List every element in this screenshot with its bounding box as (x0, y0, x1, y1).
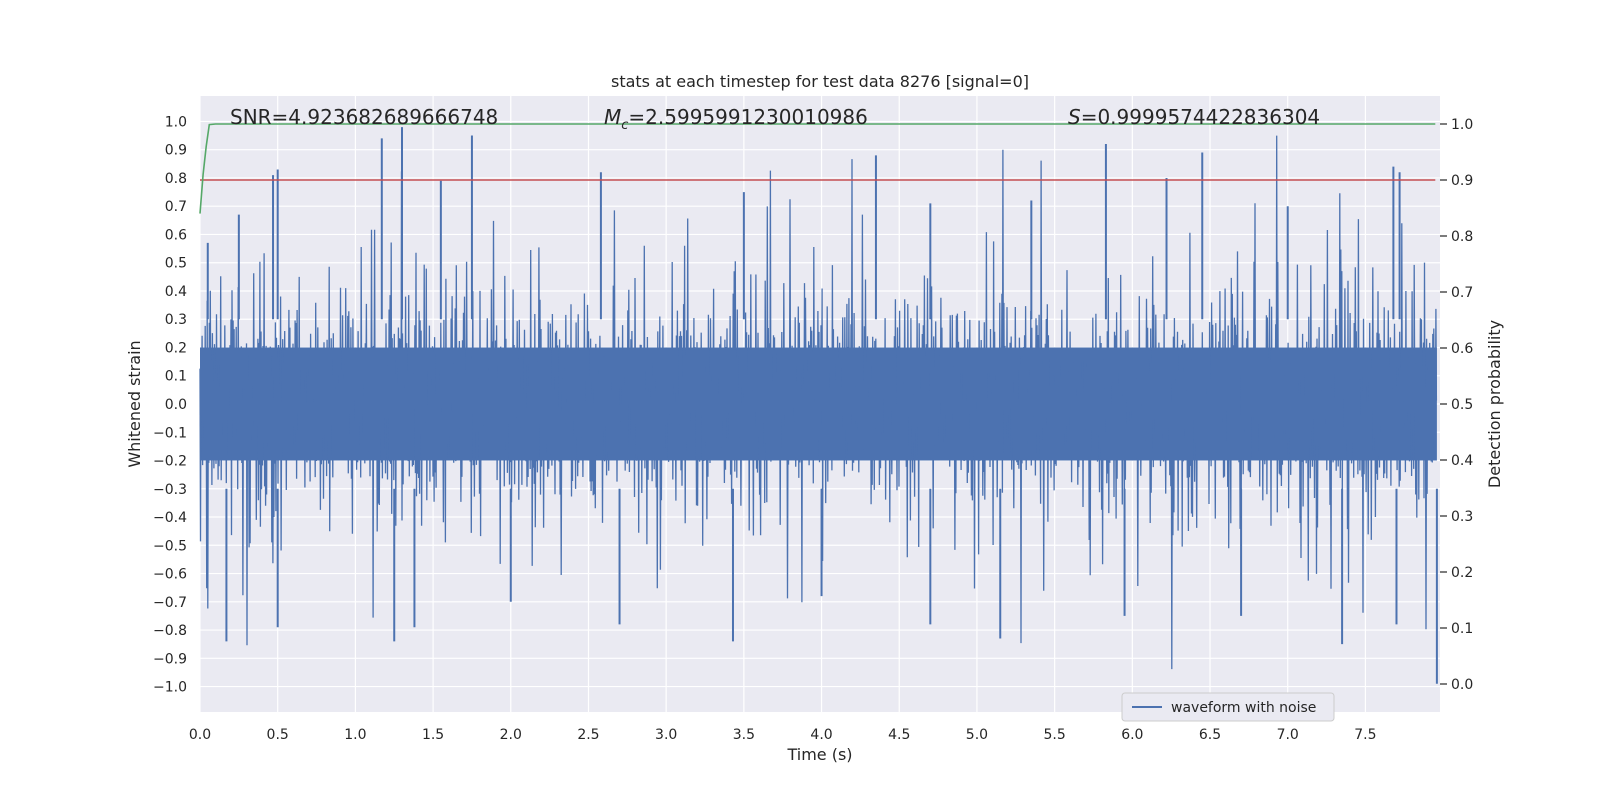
y-tick-label: 0.7 (165, 199, 187, 215)
x-tick-label: 4.5 (888, 727, 910, 743)
x-tick-label: 3.0 (655, 727, 677, 743)
y-tick-label: 0.1 (165, 369, 187, 385)
y-tick-label: 0.2 (165, 340, 187, 356)
x-tick-label: 5.0 (966, 727, 988, 743)
x-tick-label: 5.5 (1044, 727, 1066, 743)
score-annotation: S=0.9999574422836304 (1068, 105, 1320, 129)
y-tick-label: −1.0 (153, 680, 187, 696)
x-tick-label: 0.5 (267, 727, 289, 743)
x-tick-label: 7.0 (1277, 727, 1299, 743)
y-tick-label: 0.3 (165, 312, 187, 328)
y-axis-label: Whitened strain (125, 340, 144, 467)
y2-axis-ticks: 1.0 0.9 0.8 0.7 0.6 0.5 0.4 0.3 0.2 0.1 0.0 (1440, 117, 1473, 693)
y-tick-label: −0.6 (153, 567, 187, 583)
y-axis-ticks: 1.0 0.9 0.8 0.7 0.6 0.5 0.4 0.3 0.2 0.1 0.0 −0.1 −0.… (153, 114, 187, 695)
waveform-series (199, 127, 1438, 684)
x-tick-label: 7.5 (1354, 727, 1376, 743)
waveform-line (199, 135, 1438, 670)
y2-tick-label: 0.0 (1451, 677, 1473, 693)
chirp-mass-value: =2.5995991230010986 (628, 105, 867, 129)
y-tick-label: 0.9 (165, 143, 187, 159)
chirp-mass-symbol: M (604, 105, 621, 129)
legend-label: waveform with noise (1171, 700, 1316, 716)
y-tick-label: 1.0 (165, 114, 187, 130)
x-tick-label: 4.0 (810, 727, 832, 743)
y2-tick-label: 0.7 (1451, 285, 1473, 301)
y2-tick-label: 0.1 (1451, 621, 1473, 637)
y-tick-label: −0.2 (153, 454, 187, 470)
x-tick-label: 6.0 (1121, 727, 1143, 743)
y-tick-label: −0.1 (153, 425, 187, 441)
y-tick-label: 0.4 (165, 284, 187, 300)
y-tick-label: 0.0 (165, 397, 187, 413)
legend-box (1121, 692, 1335, 722)
x-tick-label: 0.0 (189, 727, 211, 743)
y-tick-label: −0.7 (153, 595, 187, 611)
y-tick-label: −0.4 (153, 510, 187, 526)
snr-annotation: SNR=4.923682689666748 (230, 105, 498, 129)
x-tick-label: 3.5 (733, 727, 755, 743)
y-tick-label: −0.5 (153, 538, 187, 554)
x-tick-label: 2.0 (500, 727, 522, 743)
x-tick-label: 1.0 (344, 727, 366, 743)
y-tick-label: 0.6 (165, 227, 187, 243)
x-tick-label: 6.5 (1199, 727, 1221, 743)
chirp-mass-annotation: Mc=2.5995991230010986 (604, 105, 868, 133)
y2-tick-label: 0.8 (1451, 229, 1473, 245)
y2-tick-label: 0.5 (1451, 397, 1473, 413)
chirp-mass-subscript: c (621, 118, 628, 133)
probability-series (199, 123, 1436, 214)
score-value: =0.9999574422836304 (1081, 105, 1320, 129)
y2-tick-label: 1.0 (1451, 117, 1473, 133)
x-axis-ticks: 0.0 0.5 1.0 1.5 2.0 2.5 3.0 3.5 4.0 4.5 5.0 5.5 6.0 6… (189, 727, 1377, 743)
y2-axis-label: Detection probability (1485, 320, 1504, 488)
y2-tick-label: 0.4 (1451, 453, 1473, 469)
y2-tick-label: 0.9 (1451, 173, 1473, 189)
y2-tick-label: 0.3 (1451, 509, 1473, 525)
x-tick-label: 1.5 (422, 727, 444, 743)
y-tick-label: −0.3 (153, 482, 187, 498)
x-axis-label: Time (s) (786, 745, 852, 764)
x-tick-label: 2.5 (577, 727, 599, 743)
y2-tick-label: 0.2 (1451, 565, 1473, 581)
y-tick-label: −0.8 (153, 623, 187, 639)
detection-probability-line (199, 123, 1436, 214)
legend: waveform with noise (1121, 692, 1335, 722)
y-tick-label: −0.9 (153, 651, 187, 667)
y-tick-label: 0.8 (165, 171, 187, 187)
score-symbol: S (1068, 105, 1081, 129)
chart-title: stats at each timestep for test data 827… (611, 72, 1029, 91)
y2-tick-label: 0.6 (1451, 341, 1473, 357)
y-tick-label: 0.5 (165, 256, 187, 272)
